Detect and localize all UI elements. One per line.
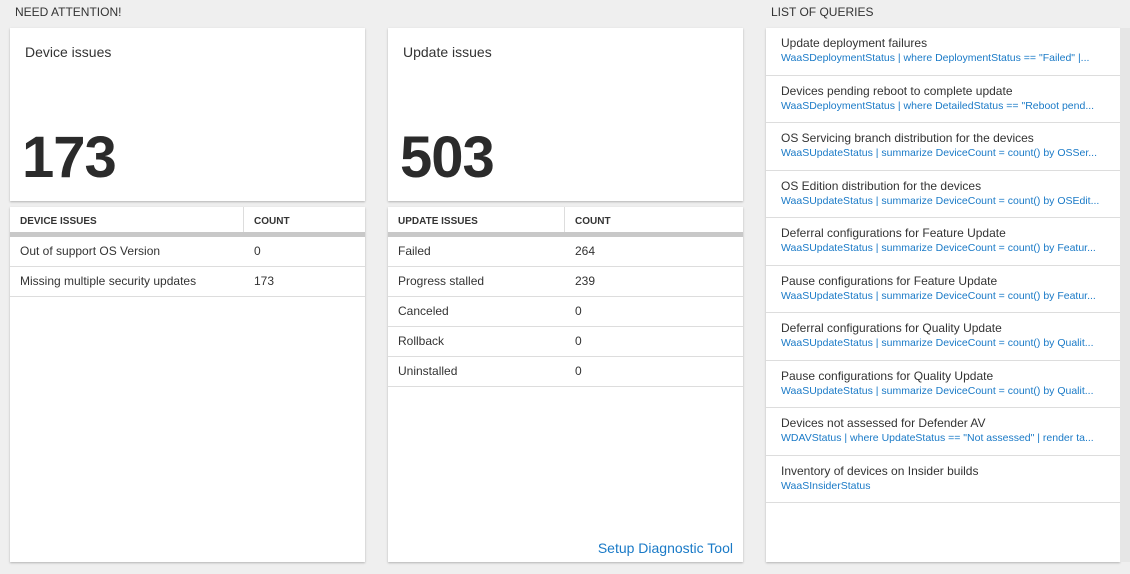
query-text[interactable]: WaaSUpdateStatus | summarize DeviceCount… [781,242,1096,254]
table-row[interactable]: Failed 264 [388,237,743,267]
query-title: Deferral configurations for Quality Upda… [781,321,1002,335]
update-issues-count: 503 [400,125,495,190]
query-item[interactable]: Deferral configurations for Feature Upda… [766,218,1120,266]
query-text[interactable]: WaaSUpdateStatus | summarize DeviceCount… [781,194,1100,207]
queries-list: Update deployment failures WaaSDeployment… [766,28,1120,562]
query-title: Inventory of devices on Insider builds [781,463,979,478]
query-title: Update deployment failures [781,36,928,50]
column-header[interactable]: COUNT [575,216,611,227]
query-title: Devices pending reboot to complete updat… [781,83,1013,98]
query-item[interactable]: Devices pending reboot to complete updat… [766,76,1120,123]
update-issues-table: UPDATE ISSUES COUNT Failed 264 Progress st… [388,207,743,562]
query-text[interactable]: WaaSDeploymentStatus | where DetailedSta… [781,99,1095,112]
tile-title: Update issues [403,44,492,60]
need-attention-heading: NEED ATTENTION! [15,5,122,19]
issue-count: 0 [575,334,582,348]
query-item[interactable]: OS Servicing branch distribution for the… [766,123,1120,171]
tile-title: Device issues [25,44,112,60]
queries-heading: LIST OF QUERIES [771,5,874,19]
device-issues-tile[interactable]: Device issues 173 [10,28,365,201]
query-title: Pause configurations for Quality Update [781,368,994,383]
table-row[interactable]: Rollback 0 [388,327,743,357]
query-text[interactable]: WaaSUpdateStatus | summarize DeviceCount… [781,337,1094,349]
table-row[interactable]: Progress stalled 239 [388,267,743,297]
table-row[interactable]: Missing multiple security updates 173 [10,267,365,297]
table-row[interactable]: Canceled 0 [388,297,743,327]
query-item[interactable]: Pause configurations for Quality Update W… [766,361,1120,408]
query-text[interactable]: WaaSUpdateStatus | summarize DeviceCount… [781,147,1098,159]
query-item[interactable]: OS Edition distribution for the devices W… [766,171,1120,218]
issue-name: Out of support OS Version [20,244,161,258]
issue-name: Rollback [398,334,445,348]
issue-count: 0 [254,244,261,258]
issue-count: 173 [254,274,275,288]
query-text[interactable]: WaaSUpdateStatus | summarize DeviceCount… [781,384,1094,397]
query-item[interactable]: Inventory of devices on Insider builds Wa… [766,456,1120,503]
setup-diagnostic-tool-link[interactable]: Setup Diagnostic Tool [597,540,733,556]
issue-name: Uninstalled [398,364,458,378]
query-title: Pause configurations for Feature Update [781,273,998,288]
query-title: OS Edition distribution for the devices [781,178,982,193]
query-title: Deferral configurations for Feature Upda… [781,226,1006,240]
table-row[interactable]: Out of support OS Version 0 [10,237,365,267]
query-title: OS Servicing branch distribution for the… [781,131,1034,145]
issue-count: 0 [575,364,582,378]
issue-count: 264 [575,244,596,258]
table-header: DEVICE ISSUES COUNT [10,207,365,237]
column-header[interactable]: COUNT [254,216,290,227]
query-text[interactable]: WaaSInsiderStatus [781,479,871,492]
issue-name: Canceled [398,304,449,318]
query-item[interactable]: Deferral configurations for Quality Upda… [766,313,1120,361]
table-row[interactable]: Uninstalled 0 [388,357,743,387]
column-header[interactable]: DEVICE ISSUES [10,207,244,232]
device-issues-table: DEVICE ISSUES COUNT Out of support OS Ve… [10,207,365,562]
device-issues-count: 173 [22,125,117,190]
query-item[interactable]: Update deployment failures WaaSDeployment… [766,28,1120,76]
query-item[interactable]: Devices not assessed for Defender AV WDAV… [766,408,1120,456]
column-header[interactable]: UPDATE ISSUES [388,207,565,232]
table-header: UPDATE ISSUES COUNT [388,207,743,237]
query-text[interactable]: WaaSDeploymentStatus | where DeploymentS… [781,52,1090,64]
issue-count: 239 [575,274,596,288]
issue-name: Failed [398,244,431,258]
issue-name: Progress stalled [398,274,485,288]
update-issues-tile[interactable]: Update issues 503 [388,28,743,201]
query-text[interactable]: WDAVStatus | where UpdateStatus == "Not … [781,432,1094,444]
issue-name: Missing multiple security updates [20,274,197,288]
query-text[interactable]: WaaSUpdateStatus | summarize DeviceCount… [781,289,1096,302]
scrollbar[interactable] [1120,28,1130,562]
issue-count: 0 [575,304,582,318]
query-title: Devices not assessed for Defender AV [781,416,986,430]
query-item[interactable]: Pause configurations for Feature Update W… [766,266,1120,313]
